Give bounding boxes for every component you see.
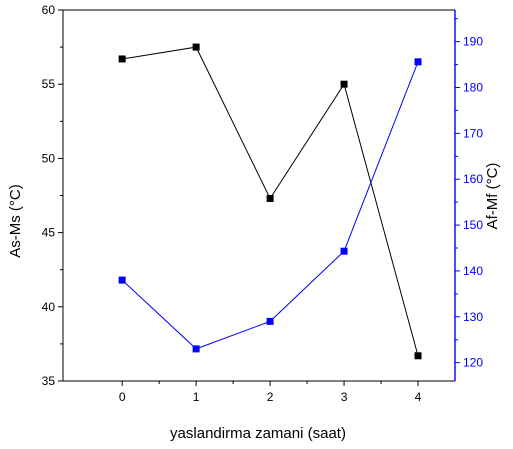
x-axis-title: yaslandirma zamani (saat) — [170, 425, 346, 442]
x-tick-label: 0 — [119, 390, 126, 404]
y-left-tick-label: 40 — [42, 300, 56, 314]
y-right-tick-label: 180 — [463, 81, 483, 95]
data-point-right — [118, 276, 126, 284]
data-point-left — [118, 55, 126, 63]
data-point-left — [414, 352, 422, 360]
y-right-tick-label: 160 — [463, 172, 483, 186]
series-left — [118, 43, 422, 360]
y-axis-left: 35 40 45 50 55 60 — [42, 3, 63, 388]
data-point-right — [340, 247, 348, 255]
data-point-right — [266, 317, 274, 325]
series-layer — [118, 43, 422, 360]
y-right-tick-label: 190 — [463, 35, 483, 49]
y-left-tick-label: 35 — [42, 374, 56, 388]
y-right-tick-label: 170 — [463, 126, 483, 140]
data-point-left — [192, 43, 200, 51]
y-right-tick-label: 140 — [463, 264, 483, 278]
x-tick-label: 1 — [193, 390, 200, 404]
x-axis: 0 1 2 3 4 — [119, 381, 422, 404]
y-axis-right-title: Af-Mf (°C) — [484, 163, 501, 230]
data-point-left — [266, 194, 274, 202]
data-point-right — [414, 58, 422, 66]
y-right-tick-label: 150 — [463, 218, 483, 232]
data-point-left — [340, 80, 348, 88]
series-line-right — [121, 61, 419, 350]
y-axis-left-title: As-Ms (°C) — [7, 184, 24, 257]
y-right-tick-label: 120 — [463, 356, 483, 370]
x-tick-label: 3 — [341, 390, 348, 404]
y-left-tick-label: 45 — [42, 226, 56, 240]
y-axis-right: 120 130 140 150 160 170 180 190 — [455, 18, 483, 370]
y-left-tick-label: 50 — [42, 151, 56, 165]
data-point-right — [192, 345, 200, 353]
y-left-tick-label: 55 — [42, 77, 56, 91]
x-tick-label: 4 — [415, 390, 422, 404]
y-right-tick-label: 130 — [463, 310, 483, 324]
y-left-tick-label: 60 — [42, 3, 56, 17]
x-tick-label: 2 — [267, 390, 274, 404]
series-right — [118, 58, 422, 353]
